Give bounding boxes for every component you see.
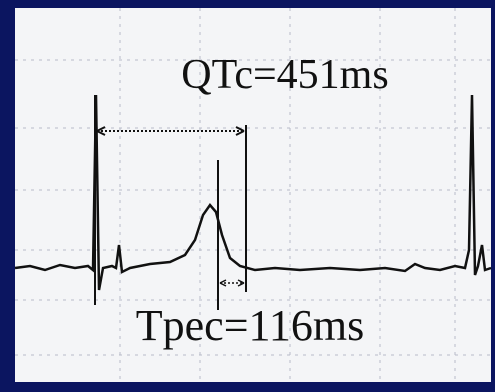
ecg-figure: QTc=451ms Tpec=116ms: [0, 0, 495, 392]
qtc-label: QTc=451ms: [181, 52, 388, 98]
tpec-label: Tpec=116ms: [136, 301, 364, 350]
page: QTc=451ms Tpec=116ms (() => { const data…: [0, 0, 495, 392]
